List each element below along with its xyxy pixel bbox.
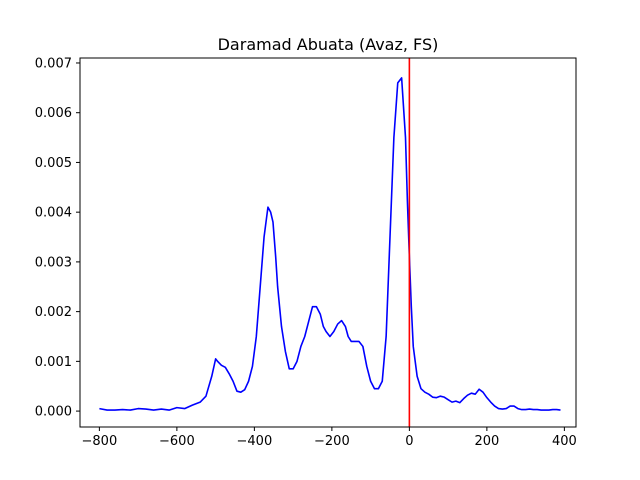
axes: −800 −600 −400 −200 0 200 400 0.000 0.001 0.002 0.… (35, 56, 577, 449)
y-tick-label: 0.000 (35, 405, 72, 420)
y-tick-label: 0.004 (35, 206, 72, 221)
y-tick-label: 0.002 (35, 305, 72, 320)
y-tick-label: 0.007 (35, 56, 72, 71)
x-tick-label: 200 (474, 434, 499, 449)
y-tick-label: 0.005 (35, 156, 72, 171)
series-line-0 (99, 77, 561, 411)
x-tick-label: 0 (405, 434, 413, 449)
plot-clip-group (99, 58, 561, 427)
y-tick-label: 0.003 (35, 255, 72, 270)
y-tick-label: 0.001 (35, 355, 72, 370)
x-tick-label: −400 (237, 434, 273, 449)
y-tick-label: 0.006 (35, 106, 72, 121)
chart-title: Daramad Abuata (Avaz, FS) (218, 35, 439, 54)
x-tick-label: −800 (82, 434, 118, 449)
x-tick-label: 400 (552, 434, 577, 449)
x-tick-label: −200 (314, 434, 350, 449)
plot-area (99, 58, 561, 427)
x-tick-label: −600 (159, 434, 195, 449)
axes-frame (79, 57, 577, 428)
